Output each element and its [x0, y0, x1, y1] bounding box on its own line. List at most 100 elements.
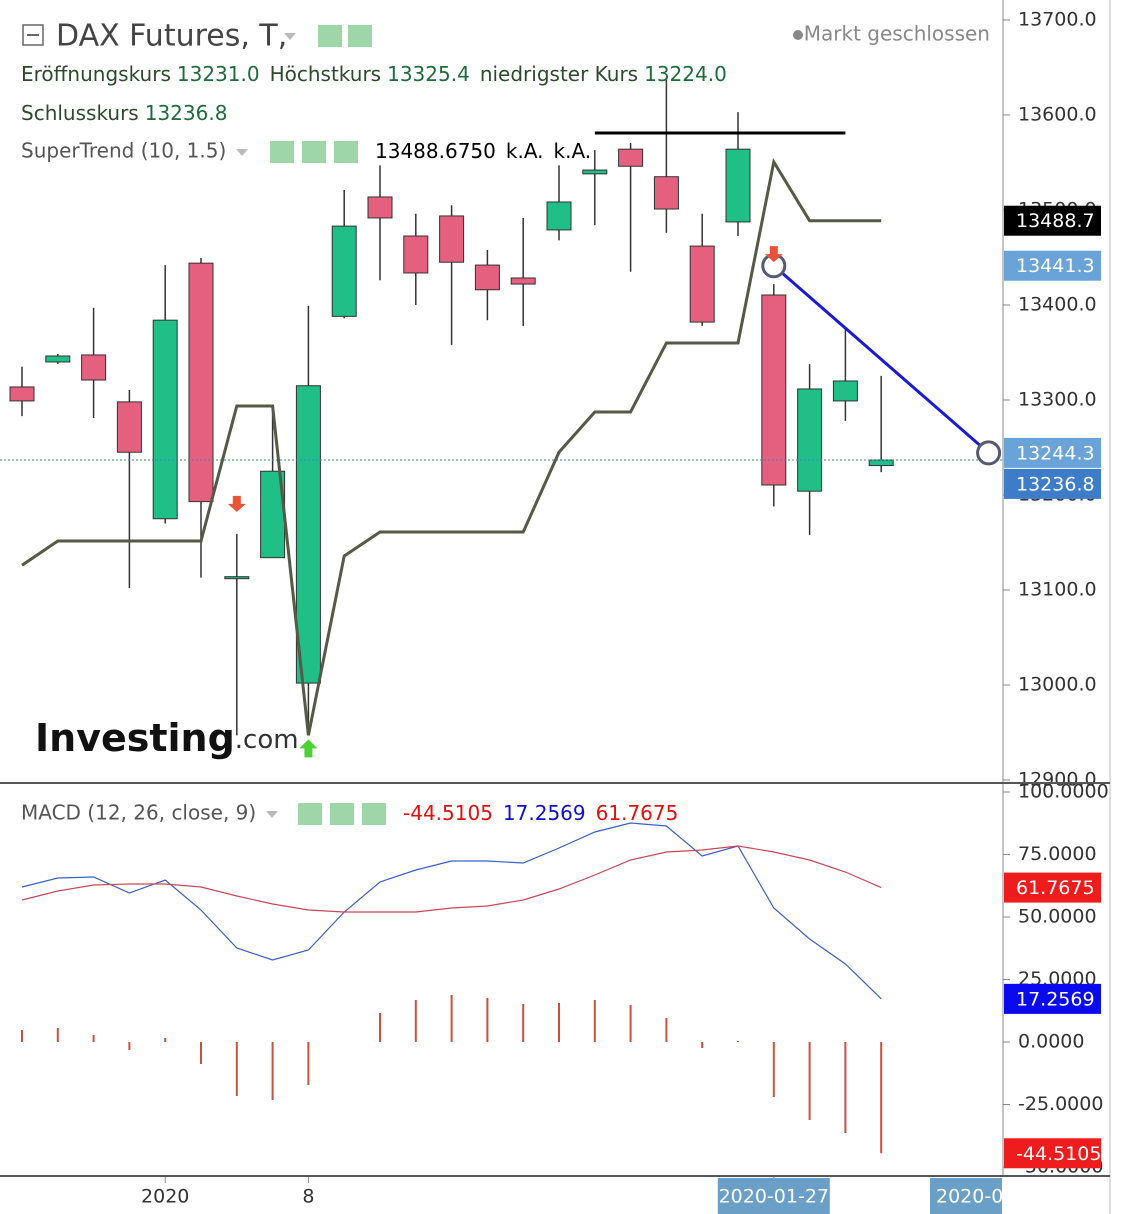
axis-marker-label: 61.7675	[1016, 877, 1095, 899]
indicator-na: k.A.	[506, 139, 544, 163]
candle-body	[725, 148, 751, 223]
candle-body	[331, 225, 357, 317]
axis-marker-label: -44.5105	[1016, 1143, 1101, 1165]
candle-body	[45, 355, 71, 363]
y-tick-label: 75.0000	[1018, 843, 1097, 865]
collapse-icon[interactable]	[22, 24, 44, 46]
trend-line	[772, 264, 990, 455]
watermark: Investing.com	[35, 716, 299, 760]
x-tick-label: 2020-01-27	[719, 1186, 829, 1208]
indicator-readout: 13488.6750 k.A. k.A.	[375, 139, 591, 163]
y-tick-label: 0.0000	[1018, 1031, 1084, 1053]
macd-value: 17.2569	[503, 801, 586, 825]
indicator-na: k.A.	[554, 139, 592, 163]
y-tick-label: 13600.0	[1018, 103, 1097, 125]
market-status: Markt geschlossen	[804, 22, 990, 46]
dropdown[interactable]	[266, 811, 278, 818]
candle-body	[618, 148, 644, 167]
indicator-value: 13488.6750	[375, 139, 496, 163]
candle-body	[295, 385, 321, 684]
candle-body	[761, 294, 787, 486]
gear-icon[interactable]	[302, 141, 326, 163]
y-tick-label: 50.0000	[1018, 906, 1097, 928]
supertrend-line	[21, 157, 882, 736]
readout-value: 13231.0	[177, 62, 260, 86]
sell-signal	[227, 495, 246, 512]
readout-value: 13236.8	[145, 101, 228, 125]
x-edge-box	[930, 1178, 1002, 1214]
candle-body	[224, 576, 250, 580]
gear-icon[interactable]	[348, 25, 372, 47]
readout-value: 13224.0	[644, 62, 727, 86]
dropdown[interactable]	[284, 33, 296, 40]
macd-line	[21, 845, 882, 913]
candle-body	[439, 215, 465, 263]
status-dot	[793, 30, 803, 40]
axis-marker	[1004, 983, 1101, 1014]
dropdown[interactable]	[236, 149, 248, 156]
axis-marker	[1004, 250, 1101, 281]
ohlc-readout: Eröffnungskurs 13231.0 Höchstkurs 13325.4 ni…	[21, 62, 727, 86]
y-tick-label: 13000.0	[1018, 673, 1097, 695]
candle-body	[9, 386, 35, 402]
y-tick-label: 13300.0	[1018, 388, 1097, 410]
candle-body	[188, 262, 214, 503]
trend-handle	[976, 440, 1002, 466]
watermark-main: Investing	[35, 716, 235, 760]
eye-icon[interactable]	[298, 803, 322, 825]
sell-signal	[764, 246, 783, 263]
candle-body	[81, 354, 107, 381]
axis-marker	[1004, 1138, 1101, 1169]
eye-icon[interactable]	[318, 25, 342, 47]
y-tick-label: -25.0000	[1018, 1093, 1103, 1115]
axis-marker-label: 13488.7	[1016, 210, 1095, 232]
macd-signal-value: 61.7675	[596, 801, 679, 825]
close-icon[interactable]	[334, 141, 358, 163]
close-icon[interactable]	[362, 803, 386, 825]
y-tick-label: 13100.0	[1018, 578, 1097, 600]
macd-hist-value: -44.5105	[403, 801, 493, 825]
readout-value: 13325.4	[387, 62, 470, 86]
x-highlight	[717, 1178, 830, 1214]
x-tick-label: 2020	[141, 1186, 189, 1208]
axis-marker	[1004, 468, 1101, 499]
watermark-suffix: .com	[235, 725, 299, 755]
buy-signal	[299, 739, 318, 758]
x-edge-label: 2020-0	[936, 1186, 1003, 1208]
y-tick-label: 12900.0	[1018, 769, 1097, 791]
indicator-name: SuperTrend (10, 1.5)	[21, 139, 226, 163]
readout-name: Schlusskurs	[21, 101, 139, 125]
candle-body	[152, 319, 178, 520]
candle-body	[797, 388, 823, 492]
macd-title: MACD (12, 26, close, 9)	[21, 801, 256, 825]
axis-marker-label: 17.2569	[1016, 988, 1095, 1010]
axis-marker	[1004, 872, 1101, 903]
axis-marker-label: 13236.8	[1016, 473, 1095, 495]
candle-body	[689, 245, 715, 323]
y-tick-label: 100.0000	[1018, 781, 1109, 803]
readout-name: Höchstkurs	[270, 62, 382, 86]
eye-icon[interactable]	[270, 141, 294, 163]
candle-body	[868, 459, 894, 467]
gear-icon[interactable]	[330, 803, 354, 825]
readout-name: niedrigster Kurs	[480, 62, 638, 86]
ohlc-readout: Schlusskurs 13236.8	[21, 101, 227, 125]
candle-body	[367, 196, 393, 219]
candle-body	[403, 235, 429, 274]
axis-marker	[1004, 437, 1101, 468]
y-tick-label: 13400.0	[1018, 293, 1097, 315]
axis-marker	[1004, 205, 1101, 236]
candle-body	[832, 380, 858, 402]
candle-body	[474, 264, 500, 291]
candle-body	[510, 277, 536, 285]
macd-readout: -44.5105 17.2569 61.7675	[403, 801, 678, 825]
candle-body	[653, 176, 679, 210]
candle-body	[582, 169, 608, 175]
candle-body	[546, 201, 572, 231]
readout-name: Eröffnungskurs	[21, 62, 171, 86]
y-tick-label: 13700.0	[1018, 8, 1097, 30]
chart-title: DAX Futures, T,	[56, 19, 287, 54]
x-tick-label: 8	[302, 1186, 314, 1208]
